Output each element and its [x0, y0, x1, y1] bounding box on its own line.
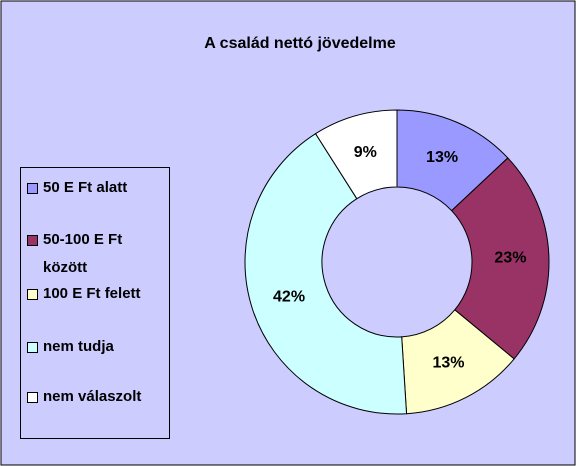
legend: 50 E Ft alatt 50-100 E Ft között 100 E Ft …: [20, 167, 170, 439]
donut-segment: [314, 109, 398, 200]
data-label: 13%: [433, 354, 465, 371]
legend-entry: nem tudja: [27, 333, 153, 361]
legend-swatch: [27, 235, 38, 246]
legend-entry: 100 E Ft felett: [27, 280, 153, 308]
data-label: 42%: [273, 288, 305, 305]
legend-label: nem válaszolt: [43, 388, 142, 405]
data-label: 23%: [494, 250, 526, 267]
donut-segment: [244, 132, 408, 415]
legend-swatch: [27, 183, 38, 194]
legend-label: 100 E Ft felett: [43, 285, 141, 302]
legend-entry: nem válaszolt: [27, 383, 143, 411]
legend-entry: 50 E Ft alatt: [27, 174, 178, 202]
data-label: 13%: [426, 149, 458, 166]
legend-label: 50 E Ft alatt: [43, 179, 128, 196]
legend-label: 50-100 E Ft között: [43, 231, 123, 276]
donut-segment: [450, 157, 550, 360]
data-label: 9%: [354, 144, 377, 161]
legend-swatch: [27, 392, 38, 403]
chart-title: A család nettó jövedelme: [204, 35, 396, 52]
legend-swatch: [27, 342, 38, 353]
legend-label: nem tudja: [43, 338, 114, 355]
legend-swatch: [27, 289, 38, 300]
legend-entry: 50-100 E Ft között: [27, 226, 153, 282]
